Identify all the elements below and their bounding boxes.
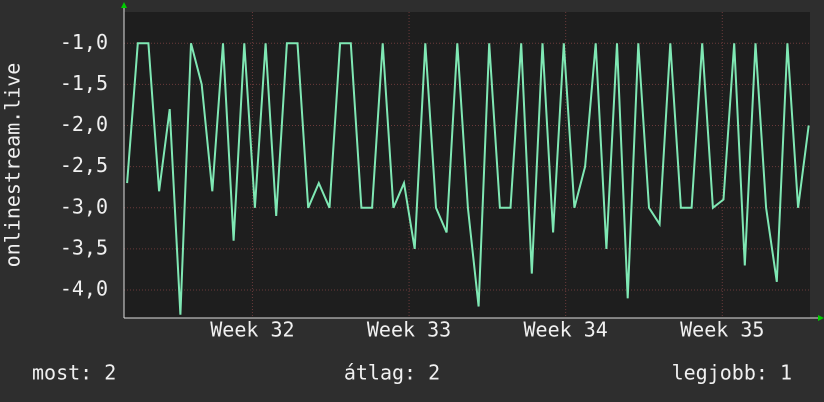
y-tick-label: -1,5 xyxy=(60,71,108,95)
y-axis-arrow xyxy=(121,2,127,8)
y-axis-title: onlinestream.live xyxy=(1,63,25,268)
x-tick-label: Week 35 xyxy=(680,318,764,342)
y-tick-label: -2,0 xyxy=(60,112,108,136)
data-line xyxy=(126,42,810,315)
y-tick-label: -3,5 xyxy=(60,235,108,259)
x-tick-label: Week 34 xyxy=(524,318,608,342)
x-tick-label: Week 33 xyxy=(367,318,451,342)
x-tick-label: Week 32 xyxy=(210,318,294,342)
x-axis-arrow xyxy=(818,315,824,321)
y-tick-label: -3,0 xyxy=(60,194,108,218)
y-tick-label: -4,0 xyxy=(60,277,108,301)
y-tick-label: -1,0 xyxy=(60,30,108,54)
y-tick-label: -2,5 xyxy=(60,153,108,177)
footer-avg: átlag: 2 xyxy=(344,361,440,385)
plot-area xyxy=(124,12,810,318)
footer-now: most: 2 xyxy=(32,361,116,385)
footer-best: legjobb: 1 xyxy=(672,361,792,385)
